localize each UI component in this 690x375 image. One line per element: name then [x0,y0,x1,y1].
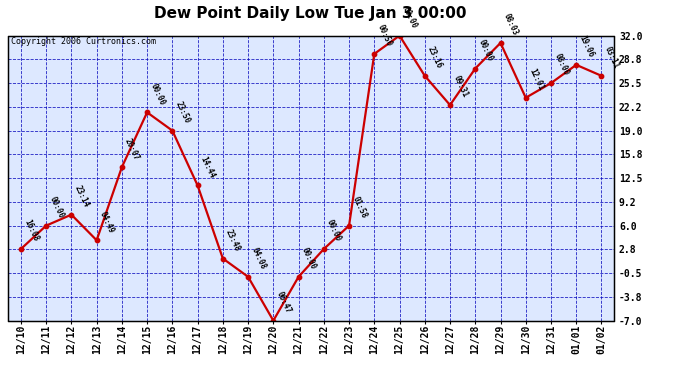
Text: 09:31: 09:31 [451,75,469,99]
Point [41,223,52,229]
Text: 12:01: 12:01 [527,67,545,92]
Point [546,80,557,86]
Point [318,246,329,252]
Point [344,223,355,229]
Text: 16:08: 16:08 [22,218,40,243]
Text: 08:03: 08:03 [502,12,520,37]
Point [394,33,405,39]
Point [117,164,128,170]
Text: 14:44: 14:44 [199,155,217,180]
Point [368,51,380,57]
Text: 00:00: 00:00 [148,82,166,106]
Point [293,274,304,280]
Point [420,73,431,79]
Text: 23:48: 23:48 [224,228,242,253]
Point [520,95,531,101]
Point [243,274,254,280]
Point [15,246,26,252]
Text: 06:47: 06:47 [275,290,293,315]
Text: 23:16: 23:16 [426,45,444,70]
Text: 00:50: 00:50 [375,23,393,48]
Point [141,110,152,116]
Point [91,237,102,243]
Point [470,66,481,72]
Text: 19:06: 19:06 [578,34,595,59]
Text: 20:07: 20:07 [123,136,141,161]
Text: 00:00: 00:00 [477,38,495,63]
Text: 03:11: 03:11 [603,45,621,70]
Point [444,102,455,108]
Text: 04:49: 04:49 [98,210,116,234]
Point [596,73,607,79]
Text: 01:58: 01:58 [351,195,368,220]
Point [217,255,228,261]
Text: Copyright 2006 Curtronics.com: Copyright 2006 Curtronics.com [11,37,157,46]
Text: 04:08: 04:08 [249,246,267,271]
Text: 23:50: 23:50 [174,100,192,125]
Text: 08:00: 08:00 [552,53,570,77]
Text: 00:00: 00:00 [325,218,343,243]
Point [571,62,582,68]
Point [167,128,178,134]
Text: Dew Point Daily Low Tue Jan 3 00:00: Dew Point Daily Low Tue Jan 3 00:00 [155,6,466,21]
Point [192,182,203,188]
Text: 00:00: 00:00 [48,195,66,220]
Point [268,318,279,324]
Text: 00:00: 00:00 [401,5,419,30]
Text: 23:14: 23:14 [72,184,90,209]
Point [66,211,77,217]
Point [495,40,506,46]
Text: 00:00: 00:00 [300,246,318,271]
